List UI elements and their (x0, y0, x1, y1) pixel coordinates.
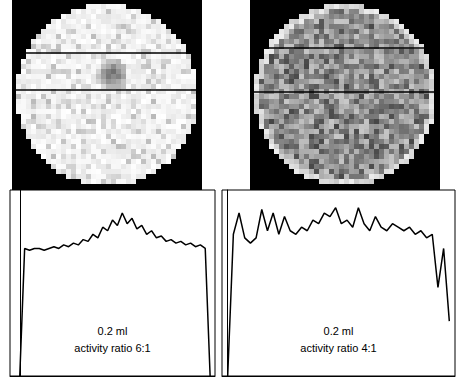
svg-text:0.2 ml: 0.2 ml (98, 325, 128, 337)
svg-text:activity ratio 4:1: activity ratio 4:1 (300, 342, 376, 354)
svg-text:0.2 ml: 0.2 ml (324, 325, 354, 337)
svg-text:activity ratio 6:1: activity ratio 6:1 (74, 342, 150, 354)
